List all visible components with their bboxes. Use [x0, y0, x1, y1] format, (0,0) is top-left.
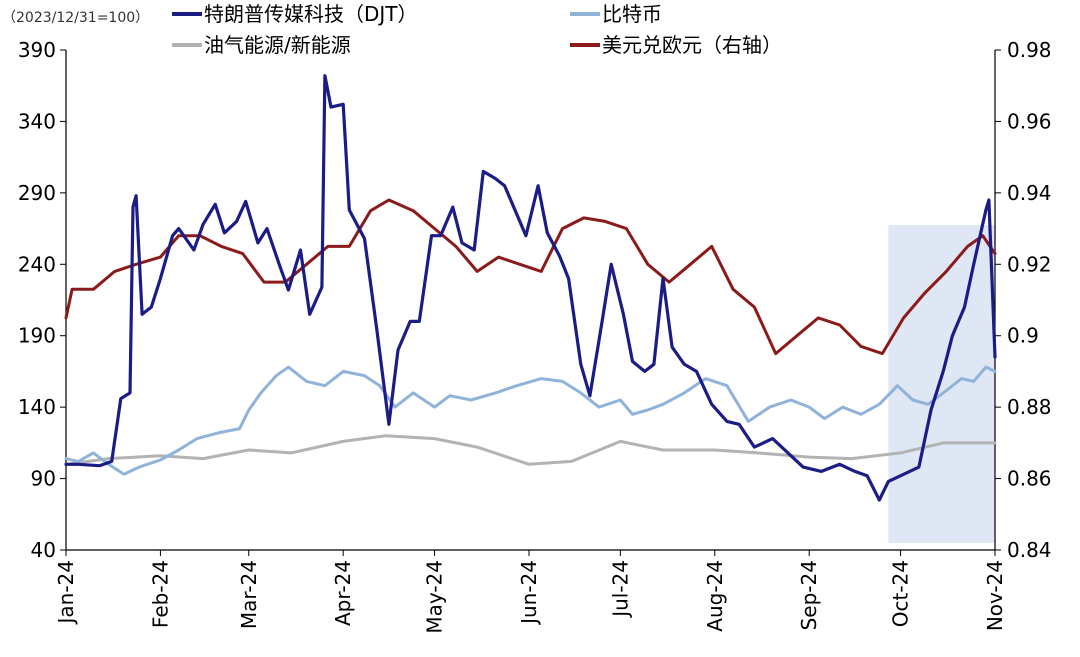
axes — [65, 50, 996, 551]
right-tick-label: 0.84 — [1007, 538, 1052, 562]
left-tick-label: 390 — [18, 38, 56, 62]
highlight-region-layer — [888, 225, 995, 543]
x-tick-label: Oct-24 — [889, 560, 913, 627]
left-tick-label: 140 — [18, 395, 56, 419]
x-tick-label: Nov-24 — [983, 560, 1007, 631]
right-tick-label: 0.9 — [1007, 324, 1039, 348]
left-tick-label: 190 — [18, 324, 56, 348]
series-line-3 — [64, 198, 997, 356]
series-line-1 — [64, 365, 997, 476]
highlight-region — [888, 225, 995, 543]
left-tick-label: 340 — [18, 109, 56, 133]
left-tick-label: 240 — [18, 252, 56, 276]
legend-label-3: 美元兑欧元（右轴） — [602, 33, 782, 57]
left-tick-label: 40 — [31, 538, 56, 562]
right-tick-label: 0.88 — [1007, 395, 1052, 419]
legend-label-2: 油气能源/新能源 — [204, 33, 351, 57]
tick-layer: 40 90 140 190 240 290 340 390 0.84 0.86 0.88 0.9 0.9… — [18, 38, 1052, 634]
x-tick-label: May-24 — [423, 560, 447, 634]
x-tick-label: Mar-24 — [237, 560, 261, 629]
series-layer — [64, 74, 997, 502]
left-tick-label: 290 — [18, 181, 56, 205]
right-tick-label: 0.86 — [1007, 467, 1052, 491]
right-tick-label: 0.96 — [1007, 109, 1052, 133]
right-tick-label: 0.92 — [1007, 252, 1052, 276]
series-line-0 — [64, 74, 997, 502]
left-tick-label: 90 — [31, 467, 56, 491]
x-tick-label: Apr-24 — [331, 560, 355, 626]
right-tick-label: 0.94 — [1007, 181, 1052, 205]
right-tick-label: 0.98 — [1007, 38, 1052, 62]
base-note: （2023/12/31=100） — [2, 10, 149, 26]
x-tick-label: Aug-24 — [703, 560, 727, 632]
series-line-2 — [64, 434, 997, 466]
x-tick-label: Feb-24 — [148, 560, 172, 628]
x-tick-label: Jun-24 — [517, 560, 541, 626]
x-tick-label: Jan-24 — [54, 560, 78, 626]
legend-label-1: 比特币 — [602, 2, 662, 26]
x-tick-label: Jul-24 — [608, 560, 632, 619]
x-tick-label: Sep-24 — [797, 560, 821, 630]
legend-label-0: 特朗普传媒科技（DJT） — [204, 2, 418, 26]
